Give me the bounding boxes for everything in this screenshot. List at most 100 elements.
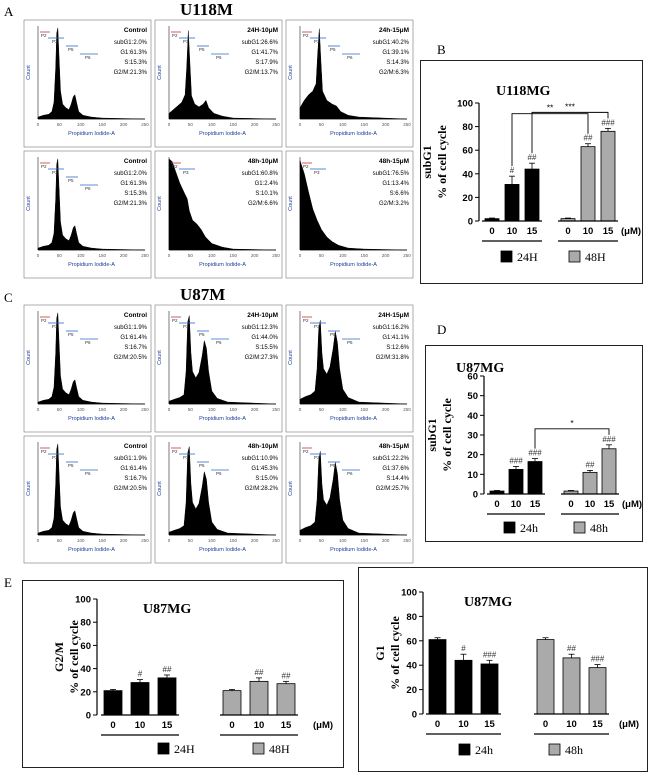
legend-label-48h: 48h	[590, 521, 608, 535]
s-value: S:16.7%	[124, 345, 147, 351]
chart-title: U87MG	[464, 595, 512, 610]
x-axis-label: Propidium Iodide-A	[68, 416, 115, 422]
bar-48h-0	[536, 639, 555, 715]
gate-label: P6	[347, 471, 353, 476]
gate-label: P3	[52, 39, 58, 44]
x-tick-label: 100	[77, 538, 85, 543]
y-axis-top-label: subG1	[426, 418, 439, 451]
bar-24h-10	[508, 469, 524, 495]
x-tick-label: 100	[77, 122, 85, 127]
y-tick-label: 0	[86, 711, 91, 722]
bar-48h-10	[562, 657, 581, 715]
x-tick-label: 250	[272, 122, 280, 127]
x-tick-label: 10	[583, 226, 594, 237]
s-value: S:6.6%	[390, 191, 410, 197]
g2m-value: G2/M:20.5%	[114, 355, 148, 361]
gate-label: P3	[52, 324, 58, 329]
u87-histogram-2: P2 P3 P5 P6 24H-10μM subG1:12.3% G1:44.0% S:15.…	[154, 304, 283, 433]
s-value: S:12.6%	[386, 345, 409, 351]
x-unit-label: (μM)	[622, 499, 642, 510]
y-tick-label: 60	[80, 641, 91, 652]
s-value: S:15.0%	[255, 476, 278, 482]
gate-label: P5	[68, 332, 74, 337]
x-tick-label: 0	[489, 226, 494, 237]
x-tick-label: 250	[141, 253, 149, 258]
x-tick-label: 10	[585, 499, 596, 510]
significance-label: #	[461, 644, 466, 653]
x-tick-label: 250	[141, 538, 149, 543]
y-axis-label: % of cell cycle	[440, 398, 454, 472]
histogram-border	[23, 435, 152, 564]
u118-histogram-6: P2 P3 48h-15μM subG1:76.5% G1:13.4% S:6.6% G2/…	[285, 150, 414, 279]
s-value: S:15.5%	[255, 345, 278, 351]
x-tick-label: 15	[162, 720, 173, 731]
x-tick-label: 50	[319, 538, 325, 543]
panel-label-e: E	[4, 575, 12, 590]
panel-label-d: D	[437, 322, 447, 337]
legend-swatch-48h	[548, 743, 561, 756]
x-tick-label: 100	[208, 407, 216, 412]
x-tick-label: 10	[511, 499, 522, 510]
x-tick-label: 0	[565, 226, 570, 237]
y-axis-label: Count	[157, 350, 163, 365]
histogram-area	[168, 158, 277, 251]
x-axis-label: Propidium Iodide-A	[199, 131, 246, 137]
s-value: S:16.7%	[124, 476, 147, 482]
legend-label-24h: 24h	[475, 743, 493, 757]
chart-title: U118MG	[496, 84, 551, 99]
gate-label: P2	[41, 164, 47, 169]
x-tick-label: 0	[168, 407, 171, 412]
gate-label: P6	[85, 55, 91, 60]
significance-label: ###	[602, 435, 616, 444]
significance-label: ###	[483, 650, 497, 659]
gate-label: P2	[172, 33, 178, 38]
x-tick-label: 250	[403, 538, 411, 543]
x-tick-label: 50	[319, 407, 325, 412]
x-tick-label: 200	[251, 253, 259, 258]
chart-frame-b: U118MG subG1% of cell cycle 0 20 40 60 80 100 0 #…	[420, 60, 643, 284]
x-axis-label: Propidium Iodide-A	[330, 262, 377, 268]
gate-label: P5	[68, 463, 74, 468]
chart-frame-d: U87MG subG1% of cell cycle 0 10 20 30 40 50 60 0 #…	[425, 345, 643, 542]
x-tick-label: 50	[57, 407, 63, 412]
histogram-border	[285, 435, 414, 564]
y-axis-label: % of cell cycle	[435, 125, 449, 199]
x-tick-label: 0	[494, 499, 499, 510]
bar-24h-10	[454, 659, 473, 715]
x-tick-label: 250	[141, 122, 149, 127]
bar-24h-15	[524, 168, 540, 222]
gate-label: P6	[216, 471, 222, 476]
s-value: S:15.3%	[124, 191, 147, 197]
bar-24h-10	[504, 184, 520, 222]
x-tick-label: 50	[319, 122, 325, 127]
s-value: S:15.3%	[124, 60, 147, 66]
x-tick-label: 200	[120, 538, 128, 543]
x-axis-label: Propidium Iodide-A	[68, 262, 115, 268]
y-tick-label: 0	[412, 710, 417, 721]
x-tick-label: 100	[77, 253, 85, 258]
gate-label: P5	[199, 332, 205, 337]
histogram-title: 48h-15μM	[379, 158, 409, 165]
x-unit-label: (μM)	[619, 719, 639, 730]
chart-frame-e1: U87MG G2/M% of cell cycle 0 20 40 60 80 100 0 #10…	[22, 580, 344, 768]
g2m-value: G2/M:25.7%	[376, 486, 410, 492]
x-tick-label: 15	[484, 719, 495, 730]
bar-24h-15	[527, 461, 543, 495]
significance-label: ##	[163, 665, 172, 674]
x-tick-label: 250	[272, 407, 280, 412]
gate-label: P6	[85, 340, 91, 345]
y-tick-label: 10	[467, 470, 478, 481]
u118-histogram-4: P2 P3 P5 P6 Control subG1:2.0% G1:61.3% S:15.3%…	[23, 150, 152, 279]
y-axis-label: Count	[26, 350, 32, 365]
g1-value: G1:2.4%	[255, 181, 279, 187]
subg1-value: subG1:26.6%	[242, 40, 279, 46]
u87-histogram-6: P2 P3 P5 P6 48h-15μM subG1:22.2% G1:37.6% S:14.…	[285, 435, 414, 564]
histogram-border	[23, 150, 152, 279]
x-tick-label: 10	[458, 719, 469, 730]
x-tick-label: 10	[254, 720, 265, 731]
significance-label: ###	[601, 118, 615, 127]
x-tick-label: 0	[299, 407, 302, 412]
gate-label: P3	[314, 39, 320, 44]
y-tick-label: 100	[401, 588, 417, 599]
